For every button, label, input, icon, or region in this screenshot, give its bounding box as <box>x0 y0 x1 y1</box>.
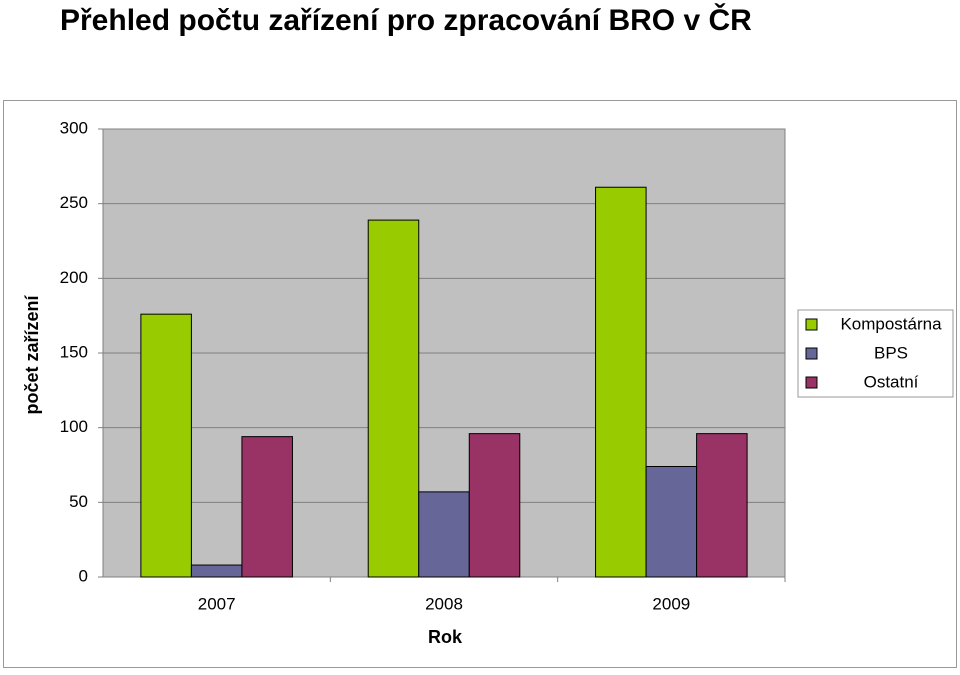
bar <box>241 436 293 578</box>
y-tick-label: 300 <box>60 118 88 137</box>
y-tick-label: 100 <box>60 417 88 436</box>
bar <box>696 433 748 578</box>
legend-label: BPS <box>874 343 908 362</box>
bar <box>190 564 243 578</box>
legend-box <box>797 309 954 398</box>
legend-swatch <box>805 318 818 331</box>
legend-label: Ostatní <box>864 372 919 391</box>
x-tick-label: 2009 <box>652 594 690 613</box>
legend-swatch <box>805 376 818 389</box>
y-tick-label: 150 <box>60 342 88 361</box>
x-tick-label: 2008 <box>425 594 463 613</box>
bar <box>367 219 420 578</box>
y-tick-label: 250 <box>60 193 88 212</box>
y-axis-title: počet zařízení <box>22 294 42 414</box>
legend-swatch <box>805 347 818 360</box>
bar <box>140 313 192 578</box>
bar <box>418 491 470 578</box>
y-tick-label: 0 <box>79 566 88 585</box>
x-tick-label: 2007 <box>198 594 236 613</box>
x-axis-title: Rok <box>428 627 463 647</box>
bar <box>468 433 521 578</box>
legend-label: Kompostárna <box>840 314 942 333</box>
bar <box>645 465 698 578</box>
y-tick-label: 50 <box>69 492 88 511</box>
bar <box>595 186 647 578</box>
y-tick-label: 200 <box>60 268 88 287</box>
chart-title: Přehled počtu zařízení pro zpracování BR… <box>60 3 752 37</box>
